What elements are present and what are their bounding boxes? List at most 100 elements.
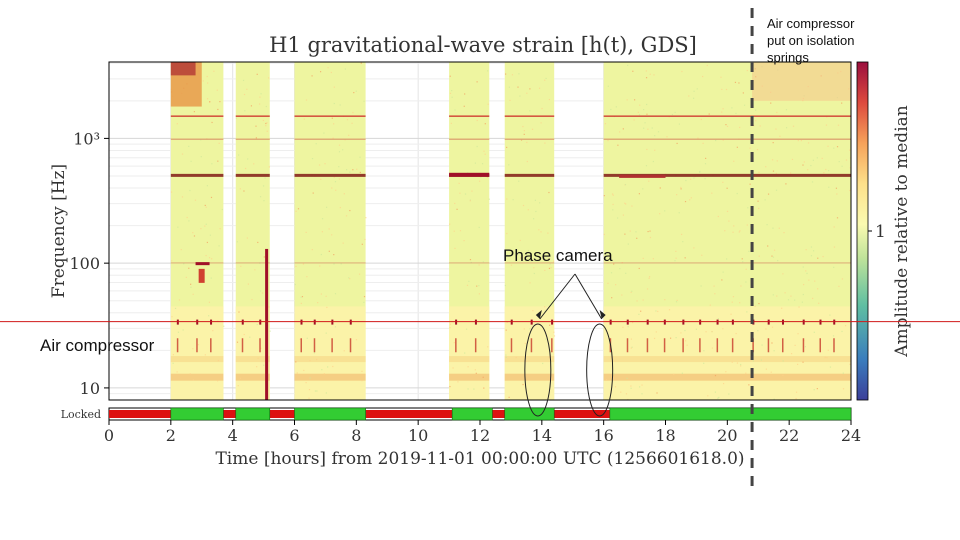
noise-pixel — [333, 263, 335, 265]
noise-pixel — [453, 230, 455, 232]
noise-pixel — [464, 93, 466, 95]
noise-pixel — [624, 183, 627, 186]
state-bar-segments — [109, 407, 852, 421]
vertical-marker-label-1: Air compressor — [767, 16, 855, 31]
noise-pixel — [630, 291, 632, 293]
noise-pixel — [647, 128, 649, 130]
compressor-glitch — [331, 338, 333, 353]
noise-pixel — [817, 257, 819, 259]
noise-pixel — [684, 200, 687, 203]
noise-pixel — [506, 146, 508, 149]
noise-pixel — [722, 181, 724, 183]
noise-pixel — [722, 139, 724, 141]
noise-pixel — [717, 318, 719, 320]
noise-pixel — [624, 202, 626, 204]
noise-pixel — [714, 391, 717, 393]
noise-pixel — [814, 280, 816, 282]
noise-pixel — [620, 391, 622, 393]
noise-pixel — [653, 74, 655, 76]
noise-pixel — [257, 357, 259, 359]
phase-camera-arrow — [574, 273, 603, 320]
noise-pixel — [699, 171, 701, 173]
noise-pixel — [731, 361, 733, 363]
noise-pixel — [812, 250, 815, 252]
noise-pixel — [311, 157, 314, 160]
compressor-glitch — [646, 338, 649, 353]
x-axis-label: Time [hours] from 2019-11-01 00:00:00 UT… — [215, 449, 744, 469]
noise-pixel — [711, 330, 713, 333]
noise-pixel — [693, 90, 695, 92]
noise-pixel — [192, 379, 194, 381]
noise-pixel — [761, 344, 763, 346]
noise-pixel — [172, 354, 174, 356]
noise-pixel — [733, 160, 735, 162]
noise-pixel — [771, 159, 774, 161]
noise-pixel — [642, 257, 644, 259]
noise-pixel — [676, 299, 678, 302]
phase-camera-markers — [524, 273, 614, 417]
x-tick-label: 2 — [166, 426, 176, 445]
state-locked — [504, 407, 555, 421]
low-frequency-band — [504, 373, 555, 381]
noise-pixel — [171, 316, 173, 318]
noise-pixel — [783, 232, 785, 234]
noise-pixel — [206, 185, 209, 187]
noise-pixel — [821, 157, 823, 160]
noise-pixel — [838, 161, 840, 163]
noise-pixel — [805, 249, 807, 251]
noise-pixel — [449, 327, 451, 329]
noise-pixel — [318, 164, 321, 166]
compressor-glitch — [551, 338, 553, 353]
noise-pixel — [757, 330, 759, 332]
noise-pixel — [349, 171, 351, 173]
noise-pixel — [333, 254, 335, 256]
noise-pixel — [265, 105, 267, 108]
noise-pixel — [643, 127, 645, 129]
noise-pixel — [180, 249, 182, 251]
noise-pixel — [470, 261, 472, 264]
noise-pixel — [305, 231, 307, 234]
noise-pixel — [194, 199, 197, 201]
noise-pixel — [181, 153, 184, 155]
noise-pixel — [297, 208, 300, 210]
noise-pixel — [622, 128, 624, 130]
noise-pixel — [200, 228, 202, 230]
noise-pixel — [308, 389, 311, 391]
compressor-glitch — [802, 338, 805, 353]
noise-pixel — [250, 105, 253, 107]
phase-camera-arrowhead — [535, 310, 542, 319]
noise-pixel — [726, 187, 728, 189]
noise-pixel — [692, 97, 695, 99]
noise-pixel — [649, 236, 652, 239]
noise-pixel — [631, 205, 633, 207]
noise-pixel — [629, 230, 631, 232]
noise-pixel — [829, 366, 832, 368]
noise-pixel — [464, 193, 467, 195]
spectral-line — [449, 262, 490, 264]
noise-pixel — [630, 387, 632, 389]
spectral-line — [449, 138, 490, 140]
noise-pixel — [849, 363, 851, 365]
noise-pixel — [725, 371, 727, 373]
noise-pixel — [330, 71, 332, 74]
low-frequency-band — [294, 373, 366, 381]
noise-pixel — [351, 122, 353, 124]
noise-pixel — [300, 296, 302, 298]
noise-pixel — [483, 387, 485, 389]
noise-pixel — [700, 118, 702, 121]
noise-pixel — [204, 225, 206, 227]
noise-pixel — [504, 284, 507, 287]
noise-pixel — [711, 347, 714, 349]
noise-pixel — [812, 159, 814, 161]
noise-pixel — [360, 62, 362, 64]
noise-pixel — [325, 392, 327, 394]
noise-pixel — [829, 314, 831, 316]
high-frequency-excess — [170, 62, 196, 76]
noise-pixel — [518, 180, 520, 182]
noise-pixel — [193, 235, 196, 237]
noise-pixel — [613, 373, 615, 375]
noise-pixel — [811, 181, 814, 183]
noise-pixel — [669, 337, 672, 339]
noise-pixel — [693, 177, 695, 179]
noise-pixel — [849, 149, 851, 151]
